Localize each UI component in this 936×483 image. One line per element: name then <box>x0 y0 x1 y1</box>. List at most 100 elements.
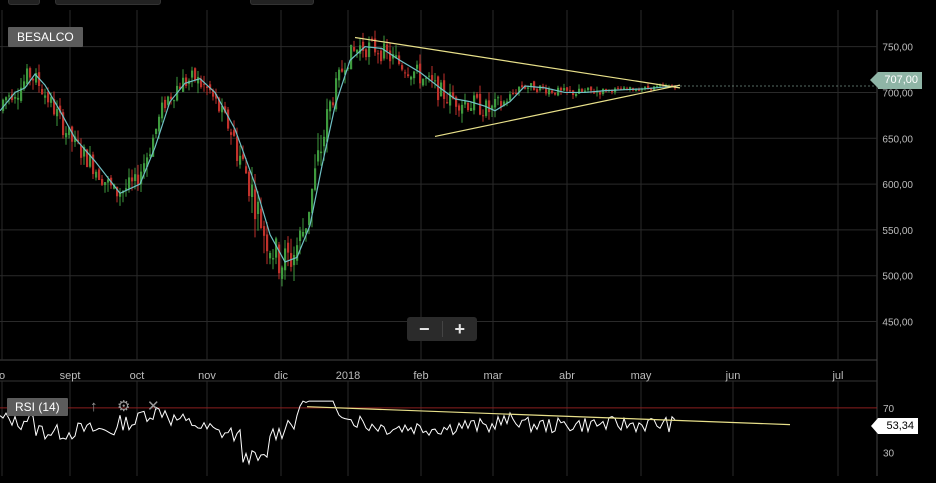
toolbar-stub[interactable] <box>55 0 161 5</box>
candle-body <box>8 95 11 97</box>
candle-body <box>515 93 518 95</box>
candle-body <box>125 188 128 190</box>
gear-icon[interactable]: ⚙ <box>117 398 131 415</box>
candle-body <box>521 85 524 88</box>
candle-body <box>233 130 236 136</box>
candle-body <box>575 93 578 97</box>
candle-body <box>86 149 89 168</box>
last-price-badge: 707,00 <box>870 72 922 89</box>
close-icon[interactable]: ✕ <box>147 398 160 415</box>
last-rsi-badge: 53,34 <box>871 418 918 434</box>
candle-body <box>227 109 230 129</box>
candle-body <box>488 100 491 113</box>
candle-body <box>425 77 428 79</box>
candle-body <box>599 91 602 95</box>
y-tick-label: 500,00 <box>882 272 913 283</box>
candle-body <box>296 245 299 261</box>
candle-body <box>11 94 14 101</box>
x-tick-label: abr <box>559 370 575 382</box>
candle-body <box>95 171 98 178</box>
candle-body <box>518 86 521 93</box>
candle-body <box>149 154 152 157</box>
candle-body <box>542 86 545 88</box>
candle-body <box>413 71 416 79</box>
candle-body <box>548 89 551 95</box>
candle-body <box>356 49 359 53</box>
candle-body <box>617 87 620 89</box>
candle-body <box>311 188 314 213</box>
arrow-up-icon[interactable]: ↑ <box>90 398 98 415</box>
candle-body <box>374 38 377 53</box>
candle-body <box>629 87 632 90</box>
candle-body <box>644 86 647 90</box>
candle-body <box>581 89 584 92</box>
candle-body <box>152 137 155 157</box>
candle-body <box>671 85 674 87</box>
candle-body <box>638 89 641 91</box>
candle-body <box>401 65 404 70</box>
candle-body <box>335 78 338 110</box>
candle-body <box>269 252 272 259</box>
candle-body <box>98 169 101 181</box>
candle-body <box>62 112 65 136</box>
candle-body <box>428 75 431 77</box>
candle-body <box>284 248 287 271</box>
zoom-in-button[interactable]: + <box>454 319 465 339</box>
candle-body <box>146 157 149 167</box>
candle-body <box>500 101 503 108</box>
candle-body <box>59 105 62 113</box>
candle-body <box>185 77 188 86</box>
moving-average-line <box>0 46 676 263</box>
y-tick-label: 600,00 <box>882 180 913 191</box>
candle-body <box>509 94 512 101</box>
candle-body <box>347 67 350 69</box>
candle-body <box>257 201 260 214</box>
candle-body <box>461 104 464 114</box>
candle-body <box>659 85 662 87</box>
candle-body <box>239 155 242 165</box>
candle-body <box>26 68 29 85</box>
candle-body <box>503 101 506 106</box>
candle-body <box>167 96 170 105</box>
candle-body <box>53 99 56 115</box>
overlays <box>0 36 877 263</box>
candle-body <box>305 228 308 234</box>
candle-body <box>164 99 167 109</box>
toolbar-stub[interactable] <box>250 0 314 5</box>
candle-body <box>377 53 380 55</box>
candle-body <box>512 92 515 94</box>
candle-body <box>449 91 452 106</box>
candle-body <box>476 94 479 98</box>
candle-body <box>527 87 530 89</box>
x-tick-label: mar <box>484 370 503 382</box>
candle-body <box>293 254 296 266</box>
candle-body <box>350 44 353 70</box>
candle-body <box>554 92 557 95</box>
x-tick-label: dic <box>274 370 289 382</box>
candle-body <box>341 68 344 72</box>
candle-body <box>611 90 614 93</box>
x-tick-label: oct <box>130 370 145 382</box>
rsi-indicator-label[interactable]: RSI (14) <box>7 398 68 416</box>
candle-body <box>101 179 104 185</box>
x-tick-label: may <box>631 370 652 382</box>
candle-body <box>569 90 572 92</box>
candle-body <box>452 92 455 99</box>
candle-body <box>17 97 20 100</box>
zoom-out-button[interactable]: − <box>418 319 430 339</box>
candle-body <box>323 136 326 147</box>
candle-body <box>272 258 275 260</box>
candle-body <box>365 49 368 58</box>
price-axis: 750,00 700,00 650,00 600,00 550,00 500,00 450,… <box>882 43 913 329</box>
zoom-divider <box>441 321 443 337</box>
candle-body <box>32 78 35 81</box>
candle-body <box>314 168 317 190</box>
candle-body <box>65 133 68 138</box>
candle-body <box>332 102 335 106</box>
candle-body <box>212 89 215 97</box>
rsi-panel: 70 30 <box>0 400 895 466</box>
toolbar-stub[interactable] <box>8 0 40 5</box>
candle-body <box>275 238 278 258</box>
